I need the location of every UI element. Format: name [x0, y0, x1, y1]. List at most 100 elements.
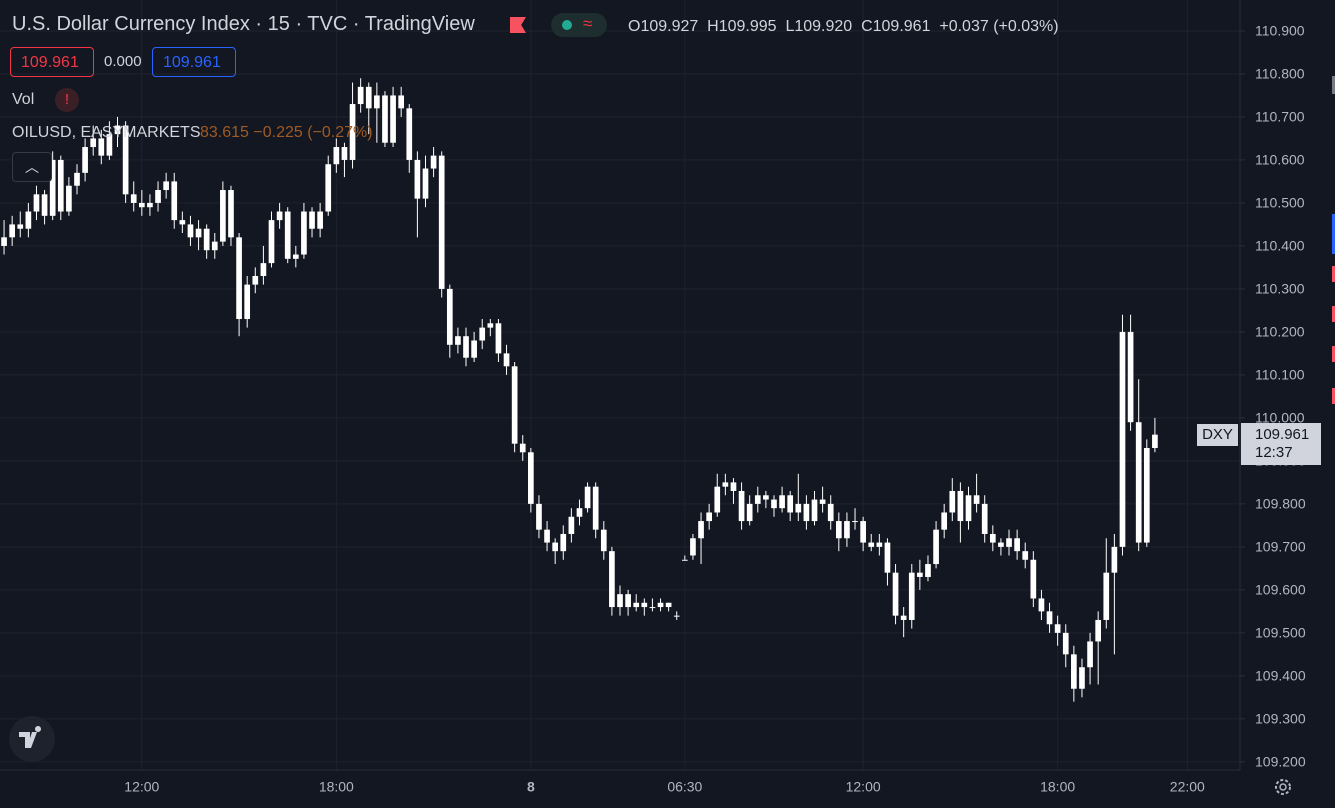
- candle-body: [203, 228, 210, 251]
- candle-body: [892, 572, 899, 616]
- candle-body: [900, 615, 907, 620]
- y-tick-label: 109.600: [1255, 582, 1306, 598]
- tv-logo: [9, 716, 55, 762]
- candle-body: [1, 237, 7, 246]
- price-tag-price: 109.961: [1255, 425, 1310, 443]
- candle-body: [827, 503, 834, 522]
- candle-body: [1143, 447, 1150, 543]
- candle-body: [698, 521, 704, 539]
- low-value: L109.920: [785, 18, 853, 35]
- candle-body: [908, 572, 915, 620]
- buy-button[interactable]: 109.961: [152, 47, 236, 77]
- candle-body: [455, 336, 461, 345]
- compare-symbol: OILUSD, EASYMARKETS: [12, 124, 201, 141]
- candle-body: [998, 542, 1004, 547]
- y-tick-label: 110.700: [1255, 109, 1305, 125]
- candle-body: [171, 181, 178, 221]
- candle-body: [706, 512, 712, 522]
- candle-body: [374, 95, 380, 109]
- candle-body: [398, 95, 405, 109]
- candle-body: [868, 542, 875, 547]
- candle-body: [649, 607, 656, 609]
- candle-body: [106, 134, 113, 156]
- x-tick-label: 12:00: [846, 779, 881, 795]
- candle-body: [138, 202, 145, 208]
- scroll-marker: [1332, 346, 1335, 362]
- sell-button[interactable]: 109.961: [10, 47, 94, 77]
- price-tag: 109.961 12:37: [1241, 422, 1321, 465]
- candle-body: [9, 224, 15, 238]
- candle-body: [1087, 641, 1093, 668]
- candle-body: [49, 159, 56, 216]
- y-tick-label: 110.400: [1255, 238, 1305, 254]
- candle-body: [1006, 538, 1012, 547]
- y-tick-label: 110.000: [1255, 410, 1305, 426]
- change-value: +0.037 (+0.03%): [939, 18, 1059, 35]
- candle-body: [57, 159, 64, 212]
- candle-body: [665, 602, 672, 608]
- warning-icon[interactable]: !: [55, 88, 79, 112]
- candle-body: [382, 95, 388, 143]
- candle-body: [560, 533, 567, 552]
- candle-body: [495, 323, 502, 354]
- candle-body: [220, 190, 226, 242]
- candle-body: [114, 125, 121, 135]
- collapse-button[interactable]: ︿: [12, 152, 52, 182]
- x-tick-label: 18:00: [319, 779, 354, 795]
- candle-body: [1095, 619, 1102, 642]
- candle-body: [519, 443, 526, 453]
- candle-body: [390, 95, 396, 143]
- candle-body: [787, 495, 794, 513]
- candle-body: [568, 516, 575, 534]
- spread: 0.000: [104, 53, 142, 70]
- candle-body: [682, 559, 688, 561]
- candle-body: [722, 482, 729, 487]
- candle-body: [592, 486, 599, 530]
- candle-body: [803, 503, 810, 522]
- candle-body: [414, 159, 421, 199]
- y-tick-label: 109.800: [1255, 496, 1306, 512]
- candle-body: [852, 521, 858, 523]
- candle-body: [252, 276, 259, 285]
- candle-body: [860, 521, 866, 543]
- candle-body: [544, 529, 550, 543]
- y-tick-label: 109.700: [1255, 539, 1306, 555]
- candle-body: [884, 542, 891, 573]
- candle-body: [463, 336, 469, 358]
- candle-body: [989, 533, 996, 543]
- candle-body: [66, 185, 72, 212]
- candle-body: [406, 108, 413, 160]
- candle-body: [317, 211, 323, 229]
- candle-body: [1030, 559, 1037, 599]
- candle-body: [438, 155, 445, 289]
- candle-body: [82, 147, 88, 173]
- candle-body: [430, 155, 437, 169]
- candle-body: [309, 211, 315, 229]
- candle-body: [284, 211, 291, 259]
- candle-body: [228, 190, 234, 238]
- candle-body: [625, 594, 631, 608]
- candle-body: [17, 224, 24, 229]
- x-tick-label: 22:00: [1170, 779, 1205, 795]
- y-tick-label: 109.300: [1255, 711, 1306, 727]
- candle-body: [600, 529, 607, 552]
- candle-body: [90, 138, 97, 148]
- candle-body: [292, 254, 299, 259]
- candle-body: [511, 366, 518, 444]
- symbol-tag: DXY: [1197, 423, 1238, 446]
- y-tick-label: 110.600: [1255, 152, 1305, 168]
- candle-body: [446, 288, 453, 345]
- price-tag-countdown: 12:37: [1255, 443, 1293, 461]
- settings-icon[interactable]: [1275, 779, 1291, 795]
- candle-body: [835, 521, 842, 539]
- candle-body: [1054, 624, 1061, 633]
- status-pill[interactable]: ≈: [551, 13, 607, 37]
- candle-body: [211, 241, 218, 251]
- candle-body: [325, 164, 332, 212]
- candle-body: [641, 602, 648, 608]
- candle-body: [122, 125, 129, 195]
- candle-body: [341, 147, 348, 160]
- candle-body: [236, 237, 242, 320]
- flag-icon[interactable]: [510, 17, 526, 33]
- scroll-marker: [1332, 388, 1335, 404]
